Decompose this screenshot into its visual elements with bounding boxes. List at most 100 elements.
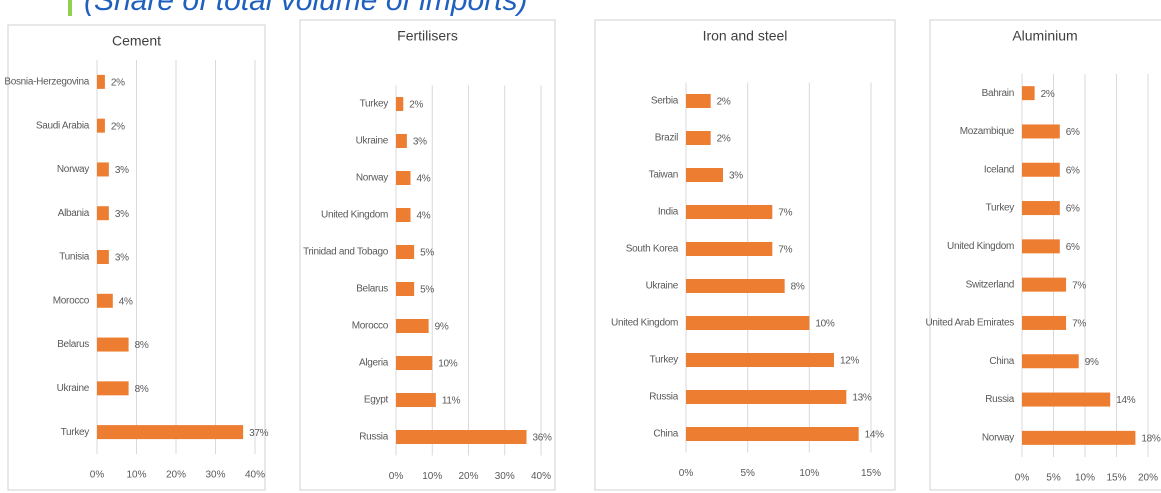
bar xyxy=(396,430,527,444)
bar xyxy=(686,279,785,293)
data-label: 8% xyxy=(791,282,805,293)
category-label: South Korea xyxy=(626,244,679,255)
category-label: Russia xyxy=(985,394,1015,405)
x-tick-label: 0% xyxy=(389,471,404,482)
bar xyxy=(97,425,244,440)
x-tick-label: 30% xyxy=(495,471,515,482)
bar xyxy=(1022,277,1067,292)
category-label: Egypt xyxy=(364,395,389,406)
category-label: Serbia xyxy=(651,96,679,107)
category-label: Iceland xyxy=(984,164,1014,175)
chart-title: Aluminium xyxy=(1012,28,1077,44)
category-label: Belarus xyxy=(356,284,388,295)
page-title: (Share of total volume of imports) xyxy=(84,0,528,17)
category-label: China xyxy=(989,356,1014,367)
x-tick-label: 20% xyxy=(166,470,186,481)
panel xyxy=(299,19,556,491)
category-label: Bahrain xyxy=(982,88,1014,99)
category-label: Norway xyxy=(982,432,1014,443)
bar xyxy=(97,118,105,133)
data-label: 6% xyxy=(1066,127,1080,138)
category-label: Albania xyxy=(58,208,90,219)
category-label: Ukraine xyxy=(646,281,679,292)
data-label: 6% xyxy=(1066,204,1080,215)
bar xyxy=(1022,124,1060,139)
category-label: Russia xyxy=(649,392,679,403)
x-tick-label: 0% xyxy=(679,468,694,479)
panel xyxy=(929,19,1161,491)
bar xyxy=(686,168,723,182)
bar xyxy=(396,393,436,407)
data-label: 5% xyxy=(420,285,434,296)
category-label: Turkey xyxy=(61,427,90,438)
data-label: 3% xyxy=(413,137,427,148)
data-label: 3% xyxy=(115,209,129,220)
category-label: Norway xyxy=(57,164,89,175)
x-tick-label: 40% xyxy=(531,471,551,482)
bar xyxy=(1022,201,1060,216)
bar xyxy=(396,134,407,148)
bar xyxy=(686,353,834,367)
category-label: Tunisia xyxy=(59,252,90,263)
data-label: 37% xyxy=(249,428,269,439)
data-label: 10% xyxy=(815,319,835,330)
x-tick-label: 15% xyxy=(861,468,881,479)
data-label: 14% xyxy=(1116,395,1136,406)
data-label: 9% xyxy=(1085,357,1099,368)
category-label: Morocco xyxy=(352,321,389,332)
chart-title: Fertilisers xyxy=(397,28,458,44)
data-label: 8% xyxy=(135,384,149,395)
bar xyxy=(686,316,810,330)
x-tick-label: 15% xyxy=(1106,473,1126,484)
category-label: Trinidad and Tobago xyxy=(303,247,389,258)
category-label: China xyxy=(653,429,678,440)
category-label: Mozambique xyxy=(960,126,1015,137)
category-label: Norway xyxy=(356,173,388,184)
category-label: Ukraine xyxy=(356,136,389,147)
data-label: 10% xyxy=(438,359,458,370)
bar xyxy=(97,337,129,352)
category-label: Bosnia-Herzegovina xyxy=(4,77,89,88)
data-label: 14% xyxy=(865,430,885,441)
data-label: 2% xyxy=(111,121,125,132)
bar xyxy=(1022,392,1111,407)
category-label: United Kingdom xyxy=(321,210,388,221)
category-label: Turkey xyxy=(360,99,389,110)
bar xyxy=(1022,86,1035,101)
x-tick-label: 30% xyxy=(205,470,225,481)
x-tick-label: 20% xyxy=(458,471,478,482)
x-tick-label: 5% xyxy=(740,468,755,479)
x-tick-label: 0% xyxy=(1015,473,1030,484)
accent-bar xyxy=(68,0,72,16)
category-label: Ukraine xyxy=(57,383,90,394)
data-label: 9% xyxy=(435,322,449,333)
data-label: 7% xyxy=(778,245,792,256)
data-label: 7% xyxy=(778,208,792,219)
x-tick-label: 10% xyxy=(422,471,442,482)
data-label: 3% xyxy=(115,165,129,176)
bar xyxy=(97,206,109,221)
bar xyxy=(686,390,847,404)
bar xyxy=(396,319,429,333)
data-label: 11% xyxy=(442,396,461,407)
bar xyxy=(686,131,711,145)
category-label: Russia xyxy=(359,432,389,443)
bar xyxy=(1022,430,1136,445)
chart-title: Iron and steel xyxy=(703,28,788,44)
data-label: 7% xyxy=(1072,280,1086,291)
data-label: 18% xyxy=(1141,433,1161,444)
x-tick-label: 5% xyxy=(1046,473,1061,484)
data-label: 13% xyxy=(852,393,872,404)
bar xyxy=(1022,315,1067,330)
bar xyxy=(396,171,411,185)
data-label: 36% xyxy=(533,433,553,444)
x-tick-label: 20% xyxy=(1138,473,1158,484)
bar xyxy=(97,74,105,89)
category-label: India xyxy=(658,207,679,218)
bar xyxy=(1022,162,1060,177)
chart-title: Cement xyxy=(112,33,161,49)
bar xyxy=(396,282,415,296)
category-label: Taiwan xyxy=(649,170,678,181)
x-tick-label: 40% xyxy=(245,470,265,481)
bar xyxy=(97,162,109,177)
